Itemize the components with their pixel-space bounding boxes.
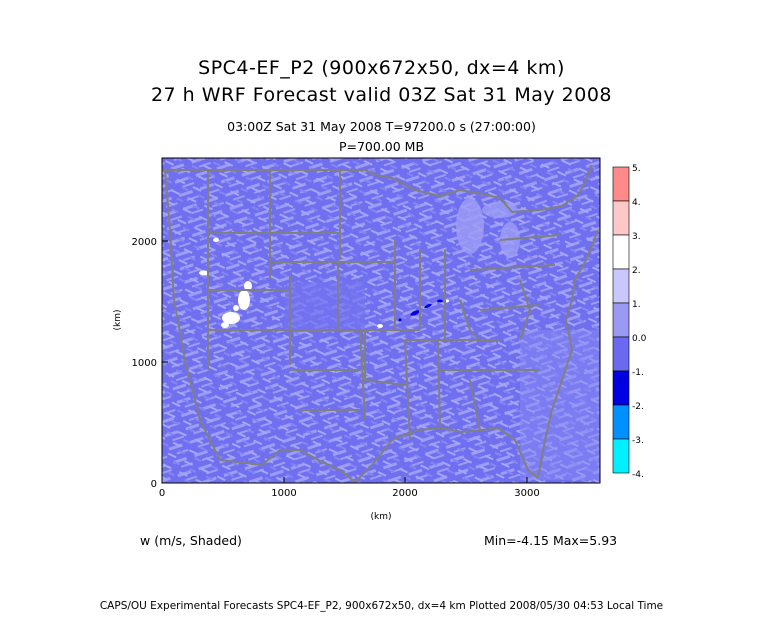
vertical-velocity-field <box>162 158 600 483</box>
colorbar-label: 3. <box>632 232 641 242</box>
y-tick-label: 2000 <box>132 237 157 248</box>
variable-label: w (m/s, Shaded) <box>140 533 242 548</box>
updraft-maxima <box>199 238 449 328</box>
x-tick-label: 1000 <box>271 488 296 499</box>
y-tick-label: 0 <box>151 479 157 490</box>
colorbar-swatch <box>612 370 630 406</box>
y-axis <box>162 240 168 484</box>
colorbar-swatch <box>612 166 630 202</box>
x-tick-label: 0 <box>159 488 165 499</box>
x-axis <box>161 477 528 483</box>
state-boundaries <box>162 164 599 483</box>
footer-credit: CAPS/OU Experimental Forecasts SPC4-EF_P… <box>99 600 664 612</box>
colorbar-label: 2. <box>632 266 641 276</box>
colorbar-label: -4. <box>632 470 644 480</box>
colorbar-label: 4. <box>632 198 641 208</box>
x-axis-label: (km) <box>370 512 391 522</box>
colorbar-swatch <box>612 438 630 474</box>
colorbar-swatch <box>612 336 630 372</box>
downdraft-band <box>398 299 443 322</box>
plot-frame <box>161 157 601 484</box>
colorbar-swatch <box>612 268 630 304</box>
colorbar-label: 1. <box>632 300 641 310</box>
pressure-level-label: P=700.00 MB <box>338 139 425 154</box>
colorbar-label: 5. <box>632 164 641 174</box>
x-tick-label: 3000 <box>514 488 539 499</box>
colorbar-label: 0.0 <box>632 334 647 344</box>
y-tick-label: 1000 <box>132 358 157 369</box>
colorbar: 5. 4. 3. 2. 1. 0.0 -1. -2. -3. -4. <box>612 164 647 480</box>
x-tick-label: 2000 <box>392 488 417 499</box>
colorbar-label: -1. <box>632 368 644 378</box>
colorbar-label: -3. <box>632 436 644 446</box>
chart-title: SPC4-EF_P2 (900x672x50, dx=4 km) <box>198 57 565 79</box>
colorbar-swatch <box>612 234 630 270</box>
valid-time-label: 03:00Z Sat 31 May 2008 T=97200.0 s (27:0… <box>227 119 536 134</box>
chart-subtitle: 27 h WRF Forecast valid 03Z Sat 31 May 2… <box>150 84 613 106</box>
min-max-label: Min=-4.15 Max=5.93 <box>484 533 618 548</box>
colorbar-label: -2. <box>632 402 644 412</box>
colorbar-swatch <box>612 200 630 236</box>
colorbar-swatch <box>612 302 630 338</box>
y-axis-label: (km) <box>113 309 123 330</box>
colorbar-swatch <box>612 404 630 440</box>
